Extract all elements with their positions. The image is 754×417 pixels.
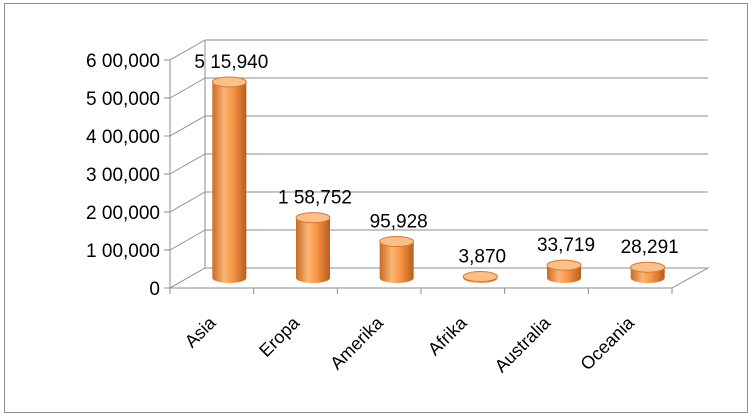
chart-floor (168, 267, 710, 289)
bar (295, 212, 331, 283)
bar-top (546, 259, 582, 271)
data-label: 5 15,940 (194, 52, 268, 73)
gridline-side (169, 191, 206, 213)
bar (630, 261, 666, 283)
bar-body (379, 241, 414, 283)
data-label: 28,291 (621, 237, 679, 258)
data-labels: 5 15,940 1 58,752 95,928 3,870 33,719 28,291 (194, 52, 678, 268)
bar-top (295, 212, 331, 224)
y-tick-label: 6 00,000 (86, 51, 160, 72)
data-label: 1 58,752 (278, 188, 352, 209)
bar (462, 271, 498, 283)
y-tick-label: 5 00,000 (86, 89, 160, 110)
data-label: 3,870 (459, 247, 507, 268)
x-category-label: Oceania (576, 312, 638, 374)
gridline-side (169, 153, 206, 175)
bar-body (212, 81, 247, 283)
data-label: 33,719 (537, 235, 595, 256)
y-tick-label: 0 (149, 279, 160, 300)
bar-top (211, 76, 247, 88)
x-category-label: Eropa (255, 312, 304, 361)
bar-top (462, 271, 498, 283)
bar-body (296, 217, 330, 283)
bar (546, 259, 582, 283)
bar (211, 76, 247, 283)
y-tick-label: 1 00,000 (86, 241, 160, 262)
x-category-label: Amerika (326, 312, 388, 374)
y-tick-label: 2 00,000 (86, 203, 160, 224)
y-axis-ticks: 0 1 00,000 2 00,000 3 00,000 4 00,000 5 00,00… (86, 51, 170, 300)
x-category-label: Australia (491, 312, 555, 376)
gridlines (169, 39, 708, 251)
gridline-side (169, 115, 206, 137)
x-category-label: Afrika (424, 312, 471, 359)
bar-top (379, 236, 415, 248)
bars (211, 76, 666, 283)
gridline-side (169, 39, 206, 61)
gridline-side (169, 229, 206, 251)
y-tick-label: 4 00,000 (86, 127, 160, 148)
x-category-label: Asia (181, 312, 221, 352)
y-tick-label: 3 00,000 (86, 165, 160, 186)
data-label: 95,928 (370, 212, 428, 233)
bar (379, 236, 415, 283)
bar-top (630, 261, 666, 273)
chart-frame (4, 3, 748, 413)
gridline-side (169, 77, 206, 99)
x-axis-categories: Asia Eropa Amerika Afrika Australia Oceania (169, 288, 673, 376)
